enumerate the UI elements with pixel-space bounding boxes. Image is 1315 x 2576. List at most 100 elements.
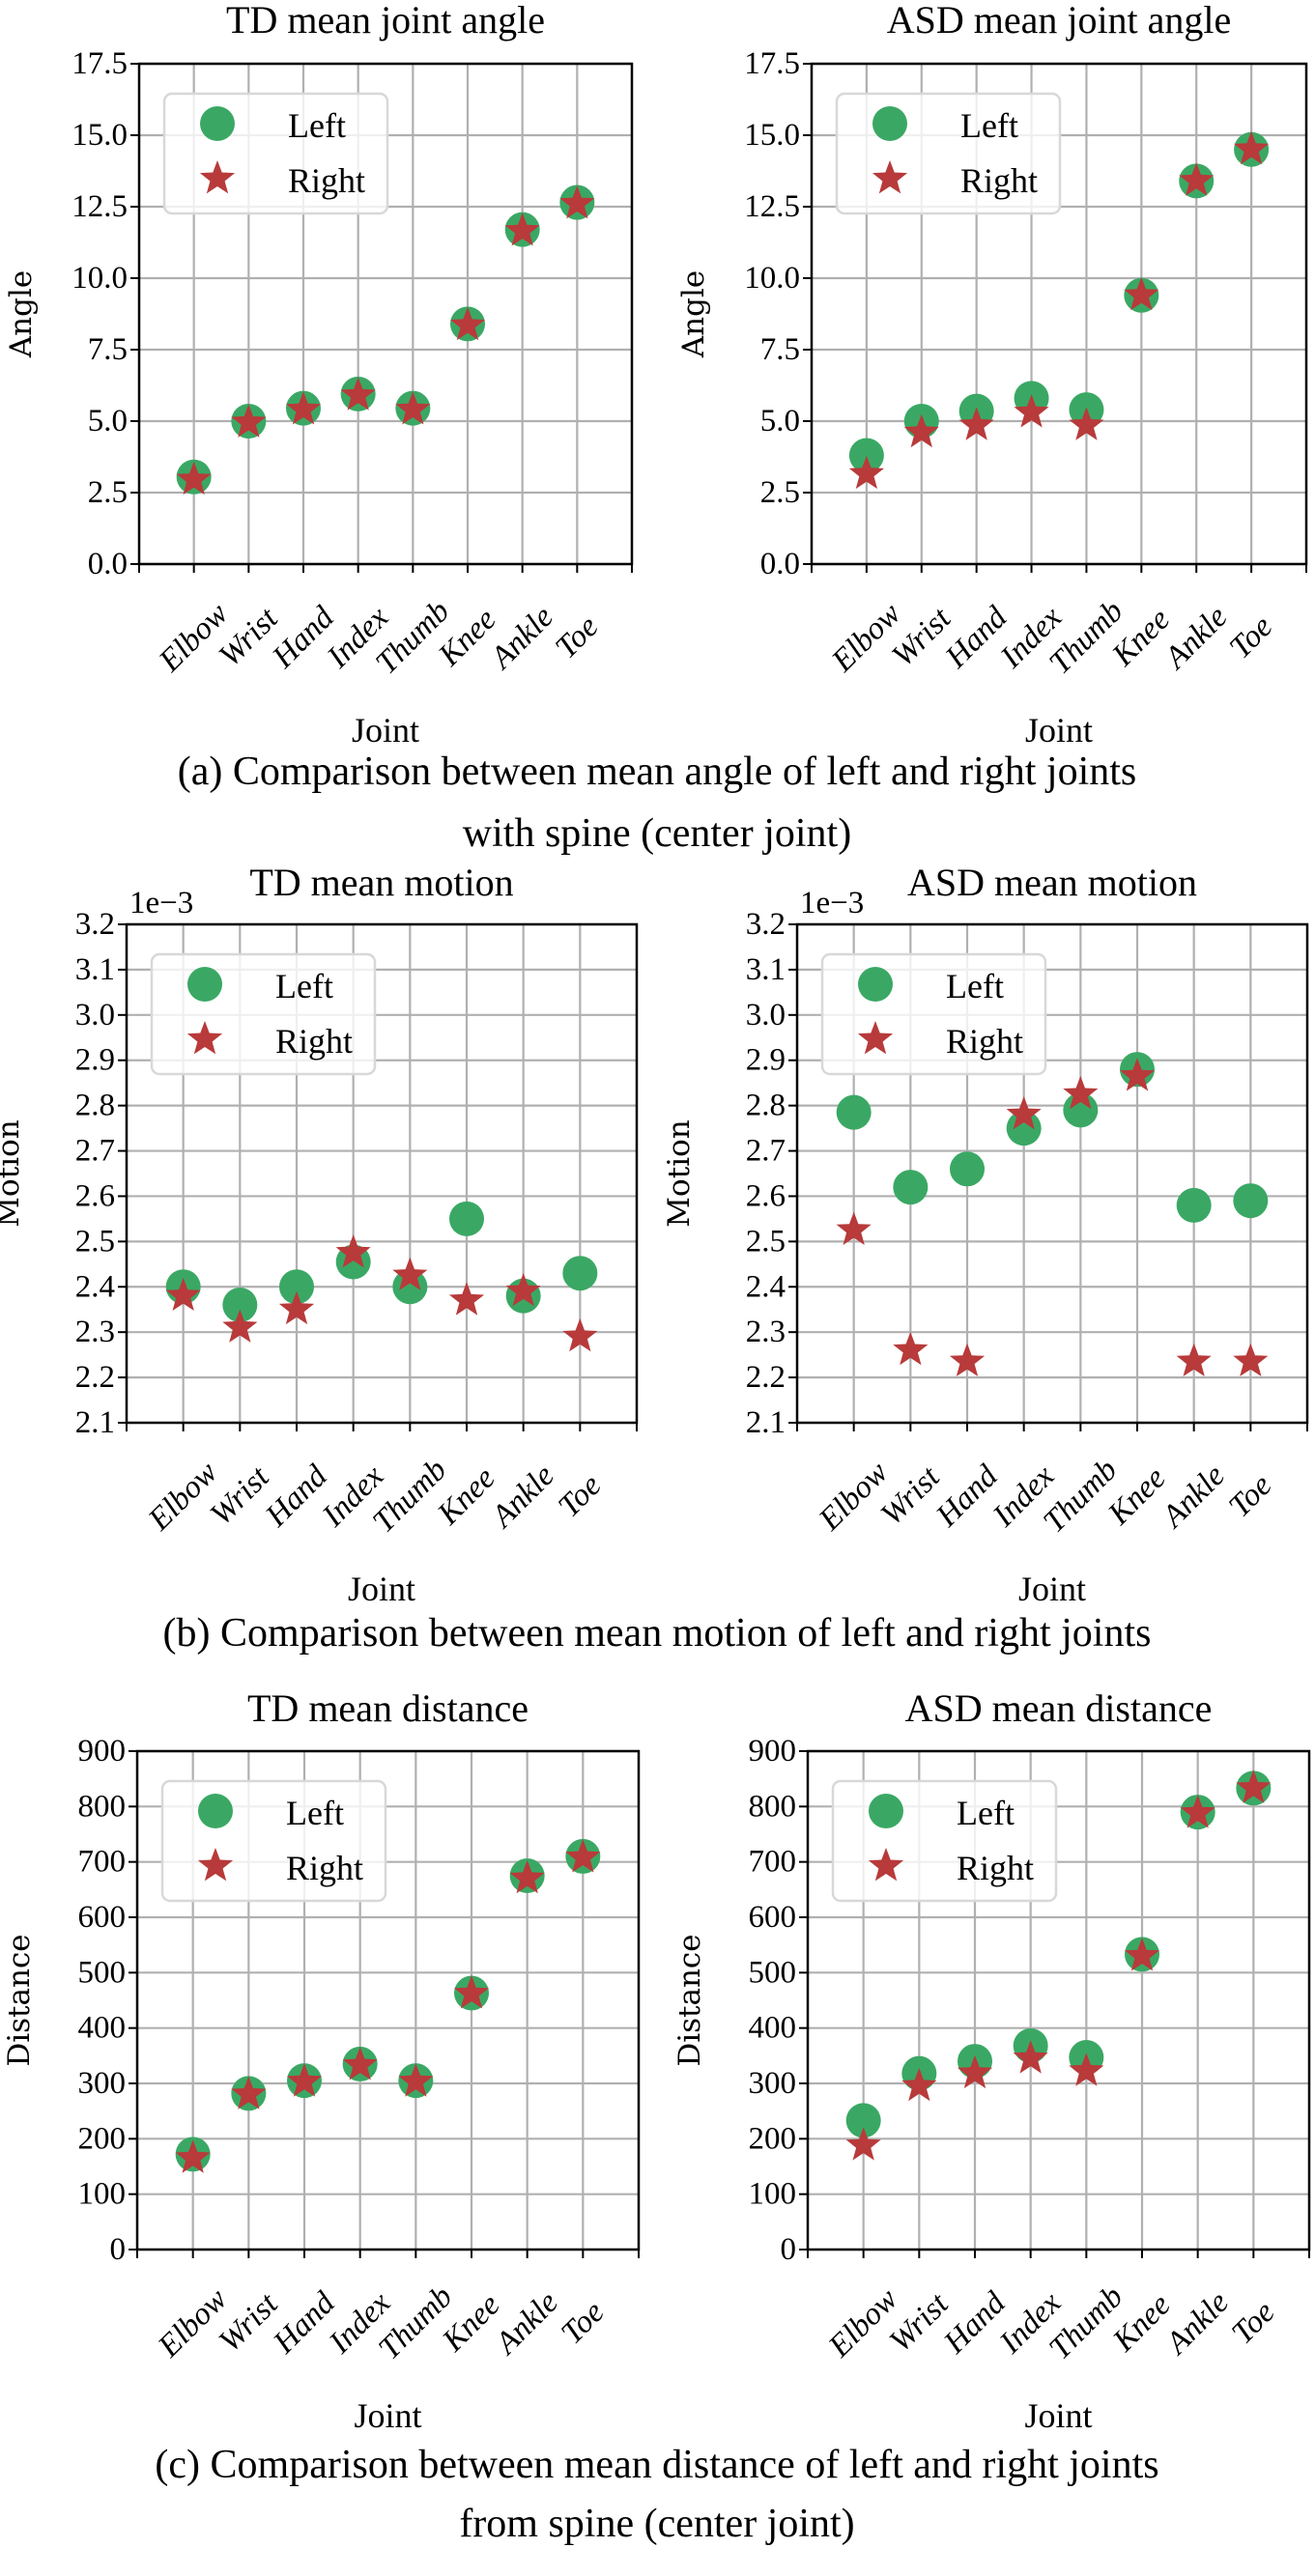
point-left: [1233, 1183, 1269, 1219]
legend-circle-marker: [198, 1794, 233, 1828]
y-tick-label: 12.5: [744, 189, 800, 224]
y-tick-label: 2.9: [75, 1043, 115, 1078]
x-tick-label: Ankle: [483, 600, 560, 677]
point-left: [562, 1256, 598, 1291]
legend-label-left: Left: [957, 1794, 1015, 1832]
legend: Left Right: [835, 92, 1062, 215]
x-tick-label: Ankle: [484, 1458, 561, 1536]
point-left: [1006, 1111, 1042, 1146]
y-tick-label: 2.3: [75, 1315, 115, 1349]
point-right: [1180, 1795, 1215, 1828]
x-axis-label: Joint: [348, 1570, 415, 1608]
legend-star-marker: [857, 1021, 894, 1055]
point-left: [950, 1151, 985, 1187]
legend-star-marker: [872, 160, 908, 194]
point-left: [848, 438, 884, 473]
point-right: [1124, 1938, 1160, 1971]
point-right: [848, 455, 884, 490]
y-tick-label: 15.0: [744, 118, 800, 153]
chart-panel-5: 0100200300400500600700800900ElbowWristHa…: [672, 1686, 1311, 2435]
x-tick-label: Ankle: [488, 2285, 565, 2363]
x-tick-label: Elbow: [821, 2281, 904, 2364]
point-right: [335, 1234, 371, 1268]
x-tick-label: Toe: [1222, 1468, 1278, 1524]
legend-label-right: Right: [957, 1849, 1034, 1887]
legend-label-right: Right: [946, 1022, 1023, 1061]
y-tick-label: 0.0: [760, 547, 800, 581]
point-left: [1176, 1187, 1212, 1223]
y-tick-label: 17.5: [71, 46, 128, 81]
x-tick-label: Toe: [555, 2295, 611, 2351]
point-right: [893, 1331, 929, 1366]
y-axis-label: Distance: [672, 1934, 707, 2066]
point-right: [398, 2063, 434, 2097]
x-tick-label: Elbow: [825, 596, 908, 679]
point-right: [342, 2047, 378, 2081]
y-tick-label: 2.2: [746, 1360, 786, 1395]
legend-circle-marker: [858, 967, 893, 1002]
x-axis-label: Joint: [352, 711, 419, 750]
y-axis-label: Angle: [676, 270, 711, 358]
y-tick-label: 700: [749, 1845, 797, 1880]
axes-frame: [135, 1749, 641, 2251]
x-tick-label: Ankle: [1158, 600, 1235, 677]
figure-caption: from spine (center joint): [459, 2502, 854, 2546]
y-tick-label: 400: [749, 2011, 797, 2046]
legend-label-left: Left: [946, 967, 1004, 1005]
chart-panel-2: 2.1 2.2 2.3 2.4 2.5 2.6 2.7 2.8 2.9 3.0 3.1 3.2 Elbo…: [0, 861, 639, 1608]
y-tick-label: 2.5: [88, 475, 128, 510]
y-offset-text: 1e−3: [800, 886, 864, 920]
figure-caption: (c) Comparison between mean distance of …: [155, 2443, 1158, 2487]
legend-label-left: Left: [960, 106, 1018, 145]
y-tick-label: 2.5: [746, 1224, 786, 1259]
point-left: [845, 2103, 881, 2138]
legend: Left Right: [160, 1779, 387, 1903]
point-right: [1119, 1058, 1156, 1091]
legend: Left Right: [162, 92, 389, 215]
point-right: [562, 1317, 598, 1352]
y-tick-label: 2.7: [75, 1134, 115, 1169]
y-tick-label: 700: [78, 1845, 127, 1880]
y-tick-label: 2.1: [746, 1405, 786, 1440]
axes-frame: [125, 922, 639, 1425]
point-right: [176, 461, 212, 495]
point-right: [1233, 1343, 1269, 1376]
chart-panel-1: 0.02.55.07.510.012.515.017.5ElbowWristHa…: [676, 0, 1308, 750]
x-tick-label: Toe: [1225, 2295, 1281, 2351]
y-tick-label: 5.0: [760, 404, 800, 439]
y-tick-label: 2.6: [75, 1178, 115, 1213]
y-tick-label: 600: [749, 1900, 797, 1935]
point-right: [1013, 2040, 1048, 2074]
y-tick-label: 10.0: [744, 261, 800, 296]
chart-title: TD mean distance: [247, 1686, 529, 1730]
y-tick-label: 300: [749, 2066, 797, 2101]
y-tick-label: 2.7: [746, 1134, 786, 1169]
x-tick-label: Hand: [937, 2285, 1013, 2361]
y-tick-label: 2.5: [75, 1224, 115, 1259]
point-left: [1063, 1092, 1099, 1128]
chart-title: ASD mean motion: [907, 861, 1197, 904]
y-axis-label: Motion: [0, 1119, 26, 1227]
point-right: [278, 1290, 315, 1325]
y-tick-label: 800: [749, 1789, 797, 1824]
point-right: [845, 2127, 881, 2161]
y-tick-label: 200: [749, 2121, 797, 2156]
chart-panel-3: 2.1 2.2 2.3 2.4 2.5 2.6 2.7 2.8 2.9 3.0 3.1 3.2 Elbo…: [662, 861, 1309, 1608]
y-offset-text: 1e−3: [129, 886, 193, 920]
point-right: [175, 2139, 211, 2173]
point-right: [1176, 1343, 1212, 1376]
point-left: [449, 1201, 484, 1236]
y-tick-label: 10.0: [71, 261, 128, 296]
legend: Left Right: [831, 1779, 1058, 1903]
x-tick-label: Hand: [259, 1458, 334, 1534]
y-axis-label: Motion: [662, 1119, 697, 1227]
y-tick-label: 2.3: [746, 1315, 786, 1349]
legend-label-left: Left: [275, 967, 333, 1005]
y-tick-label: 2.2: [75, 1360, 115, 1395]
point-right: [286, 2063, 323, 2097]
x-tick-label: Ankle: [1158, 2285, 1236, 2363]
point-right: [958, 407, 994, 440]
y-tick-label: 300: [78, 2066, 127, 2101]
point-right: [222, 1309, 258, 1343]
